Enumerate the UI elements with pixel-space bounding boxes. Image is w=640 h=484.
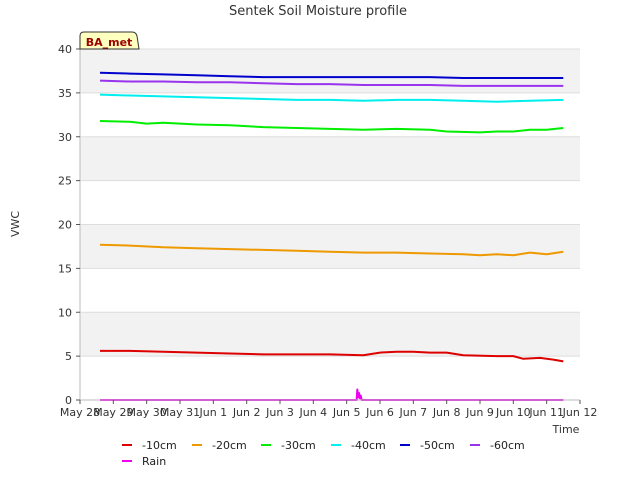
legend: -10cm -20cm -30cm -40cm -50cm -60cm Rain bbox=[122, 439, 525, 468]
legend-label: -30cm bbox=[281, 439, 316, 452]
x-tick-label: Jun 8 bbox=[432, 406, 461, 419]
series-line-rain bbox=[100, 388, 564, 401]
x-tick-label: May 28 bbox=[60, 406, 100, 419]
x-tick-label: Jun 6 bbox=[365, 406, 394, 419]
x-tick-label: Jun 12 bbox=[562, 406, 598, 419]
y-tick-labels: 0 5 10 15 20 25 30 35 40 bbox=[58, 43, 80, 407]
legend-label: -60cm bbox=[490, 439, 525, 452]
x-tick-label: Jun 9 bbox=[465, 406, 494, 419]
x-tick-label: Jun 3 bbox=[265, 406, 294, 419]
x-tick-label: May 31 bbox=[160, 406, 200, 419]
x-tick-label: Jun 1 bbox=[198, 406, 227, 419]
series-line-10cm bbox=[100, 349, 564, 363]
x-tick-label: May 29 bbox=[93, 406, 133, 419]
x-tick-label: Jun 10 bbox=[495, 406, 531, 419]
legend-label: Rain bbox=[142, 455, 166, 468]
chart-title: Sentek Soil Moisture profile bbox=[229, 4, 407, 19]
x-tick-label: Jun 5 bbox=[332, 406, 361, 419]
series-line-50cm bbox=[99, 71, 564, 79]
series-line-60cm bbox=[99, 79, 564, 87]
y-tick-label: 15 bbox=[58, 262, 72, 275]
y-tick-label: 25 bbox=[58, 175, 72, 188]
series-line-40cm bbox=[99, 93, 564, 103]
legend-label: -40cm bbox=[351, 439, 386, 452]
x-tick-label: Jun 2 bbox=[232, 406, 261, 419]
y-tick-label: 30 bbox=[58, 131, 72, 144]
plot-band bbox=[80, 312, 580, 357]
x-tick-label: Jun 7 bbox=[398, 406, 427, 419]
x-axis-label: Time bbox=[552, 423, 580, 436]
y-axis-label: VWC bbox=[9, 211, 22, 237]
x-tick-label: Jun 11 bbox=[528, 406, 564, 419]
station-label-badge: BA_met bbox=[79, 31, 140, 50]
y-tick-label: 0 bbox=[65, 394, 72, 407]
series-line-20cm bbox=[99, 243, 564, 257]
legend-label: -10cm bbox=[142, 439, 177, 452]
legend-label: -20cm bbox=[212, 439, 247, 452]
y-tick-label: 20 bbox=[58, 219, 72, 232]
plot-band bbox=[80, 136, 580, 181]
y-tick-label: 35 bbox=[58, 87, 72, 100]
x-tick-label: May 30 bbox=[127, 406, 167, 419]
station-label: BA_met bbox=[86, 36, 133, 49]
x-tick-label: Jun 4 bbox=[298, 406, 327, 419]
y-tick-label: 5 bbox=[65, 350, 72, 363]
series-layer bbox=[99, 71, 564, 401]
y-tick-label: 40 bbox=[58, 43, 72, 56]
y-tick-label: 10 bbox=[58, 306, 72, 319]
legend-label: -50cm bbox=[420, 439, 455, 452]
grid-lines bbox=[80, 48, 580, 401]
series-line-30cm bbox=[99, 120, 564, 134]
